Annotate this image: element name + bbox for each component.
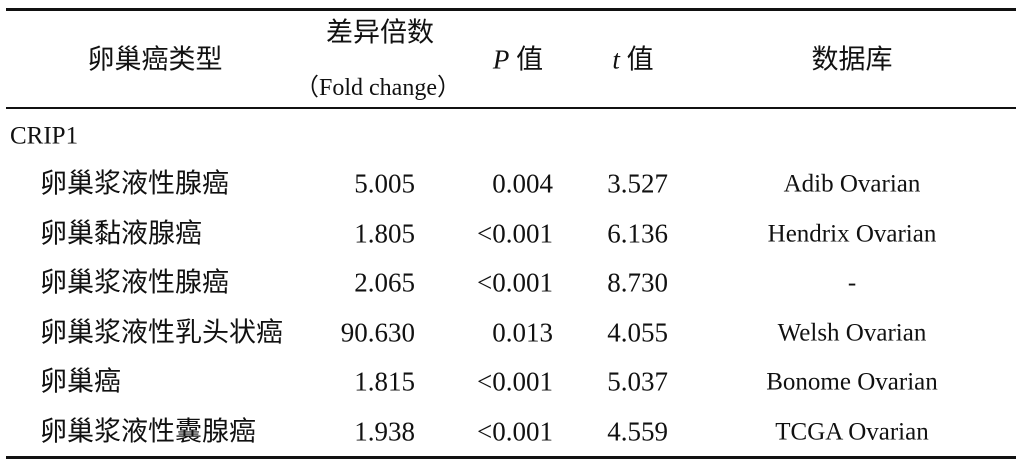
table-cell: 卵巢黏液腺癌 xyxy=(40,218,202,249)
header-cell: （Fold change） xyxy=(295,75,461,101)
table-cell: 3.527 xyxy=(607,168,668,199)
table-cell: <0.001 xyxy=(477,366,553,397)
table-cell: <0.001 xyxy=(477,218,553,249)
bottom-rule xyxy=(6,456,1016,459)
table-cell: 90.630 xyxy=(340,317,415,348)
header-text: 值 xyxy=(626,44,654,75)
table-cell: Adib Ovarian xyxy=(783,170,921,198)
table-cell: 卵巢浆液性囊腺癌 xyxy=(40,416,256,447)
header-cell: P 值 xyxy=(492,44,544,75)
header-symbol: t xyxy=(612,44,620,75)
header-cell: t 值 xyxy=(612,44,654,75)
top-rule xyxy=(6,8,1016,11)
table-cell: 5.037 xyxy=(607,366,668,397)
header-text: 值 xyxy=(516,44,544,75)
table-cell: <0.001 xyxy=(477,416,553,447)
table-cell: 卵巢浆液性腺癌 xyxy=(40,168,229,199)
table-cell: 卵巢浆液性腺癌 xyxy=(40,267,229,298)
table-cell: 5.005 xyxy=(354,168,415,199)
header-cell: 数据库 xyxy=(811,44,893,75)
table-cell: 0.004 xyxy=(492,168,553,199)
table-cell: 8.730 xyxy=(607,267,668,298)
table-cell: 4.055 xyxy=(607,317,668,348)
table-cell: TCGA Ovarian xyxy=(775,418,929,446)
table-cell: 6.136 xyxy=(607,218,668,249)
table-cell: 卵巢浆液性乳头状癌 xyxy=(40,317,283,348)
header-symbol: P xyxy=(492,44,510,75)
table-cell: 卵巢癌 xyxy=(40,366,121,397)
table-cell: 2.065 xyxy=(354,267,415,298)
table-cell: 1.805 xyxy=(354,218,415,249)
header-cell: 差异倍数 xyxy=(326,17,434,48)
table-cell: 1.938 xyxy=(354,416,415,447)
table-cell: Welsh Ovarian xyxy=(777,319,927,347)
table-cell: - xyxy=(847,269,857,297)
table-cell: Bonome Ovarian xyxy=(766,368,938,396)
header-rule xyxy=(6,107,1016,109)
group-label: CRIP1 xyxy=(10,122,79,150)
table-cell: 0.013 xyxy=(492,317,553,348)
table-cell: Hendrix Ovarian xyxy=(767,220,937,248)
table-cell: 1.815 xyxy=(354,366,415,397)
header-cell: 卵巢癌类型 xyxy=(87,44,223,75)
table-cell: 4.559 xyxy=(607,416,668,447)
table-cell: <0.001 xyxy=(477,267,553,298)
